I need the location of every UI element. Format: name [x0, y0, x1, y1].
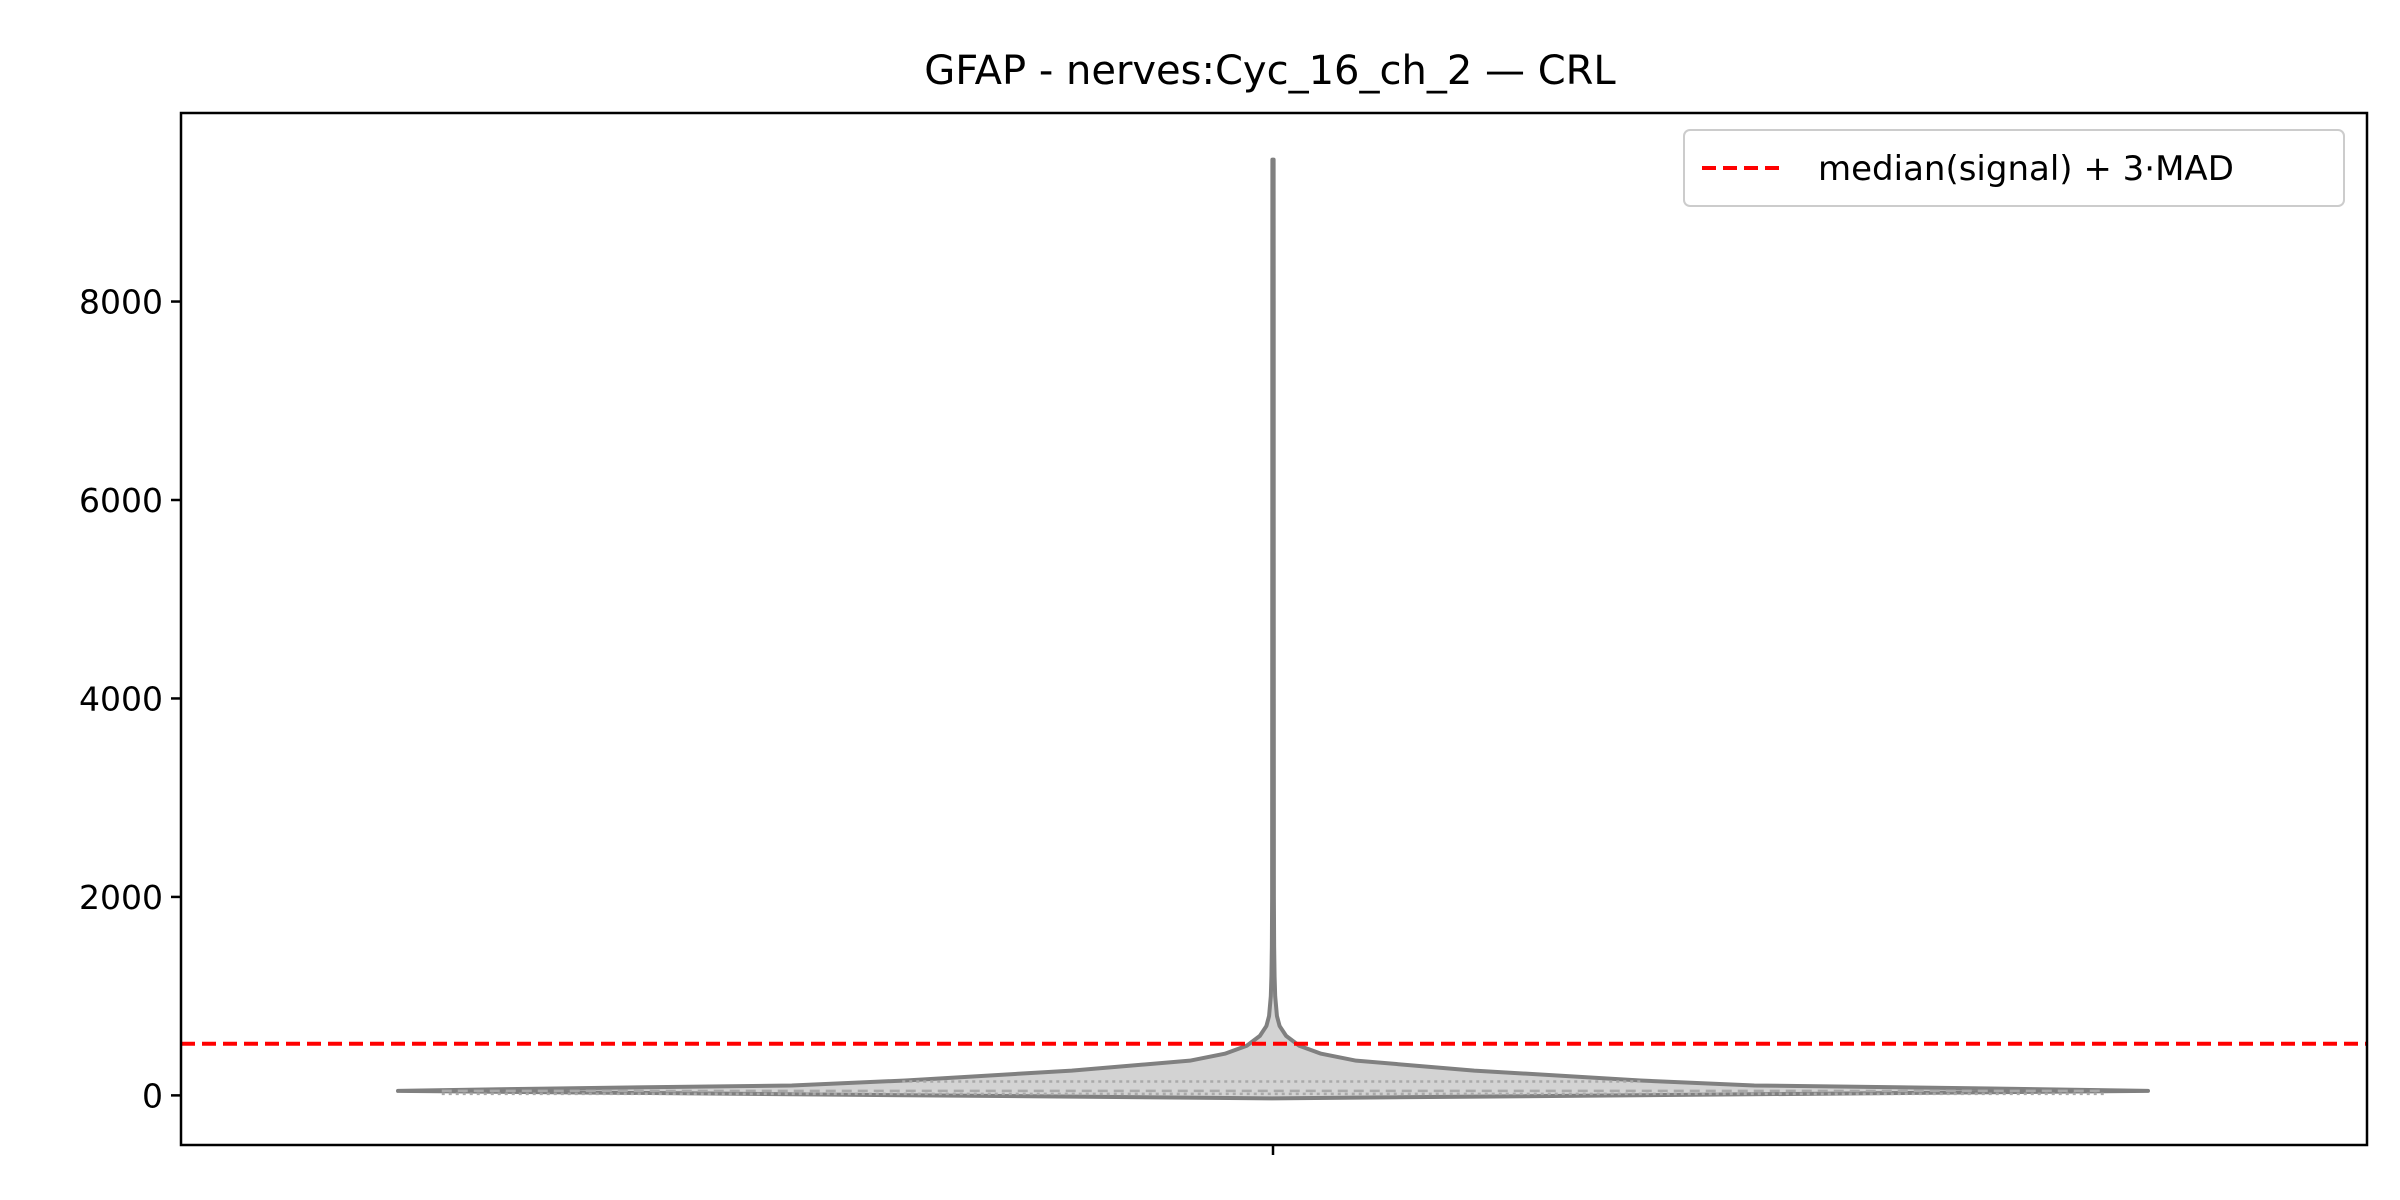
- legend: median(signal) + 3·MAD: [1683, 129, 2345, 207]
- y-tick-label-8000: 8000: [79, 283, 163, 322]
- axes-layer: 0 2000 4000 6000 8000: [79, 111, 2369, 1155]
- legend-box: [1683, 129, 2345, 207]
- violin-layer: [396, 157, 2150, 1101]
- y-tick-label-6000: 6000: [79, 481, 163, 520]
- y-tick-label-4000: 4000: [79, 679, 163, 718]
- y-tick-label-2000: 2000: [79, 878, 163, 917]
- violin-body: [396, 157, 2150, 1101]
- chart-title: GFAP - nerves:Cyc_16_ch_2 — CRL: [924, 48, 1616, 94]
- legend-label-threshold: median(signal) + 3·MAD: [1818, 149, 2234, 189]
- y-tick-label-0: 0: [142, 1076, 163, 1115]
